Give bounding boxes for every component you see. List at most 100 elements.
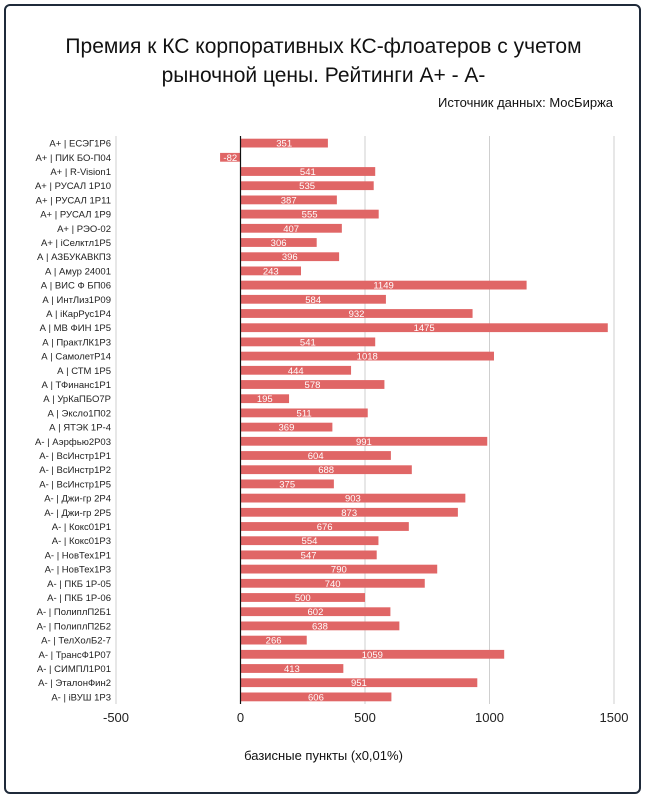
data-label: 195	[257, 394, 273, 405]
bar	[240, 436, 488, 446]
bar	[240, 294, 386, 304]
bar	[240, 238, 317, 247]
data-label: 444	[288, 366, 304, 377]
bar	[240, 309, 473, 318]
category-label: А | ПрактЛК1Р3	[42, 337, 111, 348]
data-label: 306	[271, 238, 287, 249]
bar	[240, 692, 392, 702]
bar	[240, 635, 307, 645]
category-label: А | iКарРус1Р4	[46, 309, 111, 320]
data-label: 1475	[414, 323, 435, 334]
category-label: А+ | iСелктл1Р5	[41, 238, 111, 249]
data-label: 1149	[373, 281, 393, 292]
data-label: 873	[341, 508, 357, 519]
bar	[240, 223, 342, 233]
category-label: А- | Джи-гр 2Р5	[44, 508, 111, 519]
data-label: 541	[300, 167, 316, 178]
category-label: А- | НовТех1Р3	[45, 565, 111, 576]
bar	[240, 209, 379, 219]
data-label: 407	[283, 224, 299, 235]
category-label: А+ | ПИК БО-П04	[35, 153, 111, 164]
category-label: А- | СИМПЛ1Р01	[37, 664, 111, 675]
bar	[220, 152, 241, 162]
data-label: 554	[302, 536, 318, 547]
category-label: А | Амур 24001	[45, 266, 111, 277]
category-label: А- | ТелХолБ2-7	[41, 636, 111, 647]
category-label: А | ТФинанс1Р1	[41, 380, 111, 391]
data-label: 1059	[362, 650, 383, 661]
bar	[240, 664, 344, 673]
category-label: А- | ВсИнстр1Р5	[39, 479, 111, 490]
bar	[240, 578, 425, 588]
chart-title-line-1: Премия к КС корпоративных КС-флоатеров с…	[65, 35, 582, 58]
category-label: А- | ВсИнстр1Р1	[39, 451, 111, 462]
bar	[240, 507, 458, 517]
data-label: 547	[301, 550, 317, 561]
x-tick-label: 0	[237, 710, 244, 725]
data-label: 951	[351, 678, 367, 689]
category-label: А | ЯТЭК 1Р-4	[49, 423, 111, 434]
x-tick-label: 500	[354, 710, 376, 725]
category-label: А- | Кокс01Р3	[52, 536, 111, 547]
data-label: 688	[318, 465, 334, 476]
x-tick-label: -500	[103, 710, 129, 725]
data-label: 541	[300, 337, 316, 348]
data-label: 790	[331, 565, 347, 576]
category-label: А | ВИС Ф БП06	[41, 281, 111, 292]
category-label: А- | Джи-гр 2Р4	[44, 494, 111, 505]
category-label: А- | НовТех1Р1	[45, 550, 111, 561]
chart-frame	[4, 4, 641, 794]
bar	[240, 408, 368, 418]
bar	[240, 266, 302, 276]
bar	[240, 394, 290, 404]
x-axis-label: базисные пункты (х0,01%)	[244, 748, 403, 763]
data-label: 351	[276, 139, 292, 150]
data-label: 606	[308, 692, 324, 703]
category-label: А+ | R-Vision1	[50, 167, 111, 178]
data-label: 991	[356, 437, 372, 448]
data-label: 375	[279, 479, 295, 490]
category-label: А | МВ ФИН 1Р5	[40, 323, 111, 334]
category-label: А- | ПКБ 1Р-05	[47, 579, 111, 590]
category-label: А+ | РУСАЛ 1Р9	[40, 210, 111, 221]
bar	[240, 536, 379, 546]
bar	[240, 252, 340, 262]
chart-title: Премия к КС корпоративных КС-флоатеров с…	[0, 32, 647, 90]
data-label: 511	[297, 408, 312, 419]
chart-title-line-2: рыночной цены. Рейтинги А+ - А-	[161, 64, 486, 87]
bar	[240, 621, 400, 631]
category-label: А+ | РУСАЛ 1Р10	[35, 181, 111, 192]
data-label: 676	[317, 522, 333, 533]
data-label: 1018	[357, 352, 378, 363]
category-label: А- | iВУШ 1Р3	[51, 692, 111, 703]
data-label: 266	[266, 636, 282, 647]
category-label: А- | Аэрфью2Р03	[35, 437, 111, 448]
data-label: 369	[279, 423, 295, 434]
bar	[240, 479, 334, 489]
data-label: 535	[299, 181, 315, 192]
data-label: 555	[302, 210, 318, 221]
category-label: А+ | ЕСЭГ1Р6	[49, 139, 111, 150]
data-label: 584	[305, 295, 321, 306]
bar	[240, 564, 438, 574]
data-label: 387	[281, 195, 297, 206]
bar	[240, 593, 365, 602]
category-label: А- | ТрансФ1Р07	[39, 650, 112, 661]
data-label: 740	[325, 579, 341, 590]
bar	[240, 280, 527, 290]
data-label: 604	[308, 451, 324, 462]
x-tick-label: 1000	[475, 710, 504, 725]
bar	[240, 167, 376, 176]
bar	[240, 607, 391, 617]
data-source-note: Источник данных: МосБиржа	[437, 95, 613, 110]
data-label: 413	[284, 664, 300, 675]
bar	[240, 649, 505, 659]
bar	[240, 493, 466, 503]
bar	[240, 337, 376, 347]
category-label: А | ИнтЛиз1Р09	[42, 295, 111, 306]
bar	[240, 522, 409, 531]
bar	[240, 678, 478, 688]
bar	[240, 181, 374, 191]
data-label: 500	[295, 593, 311, 604]
